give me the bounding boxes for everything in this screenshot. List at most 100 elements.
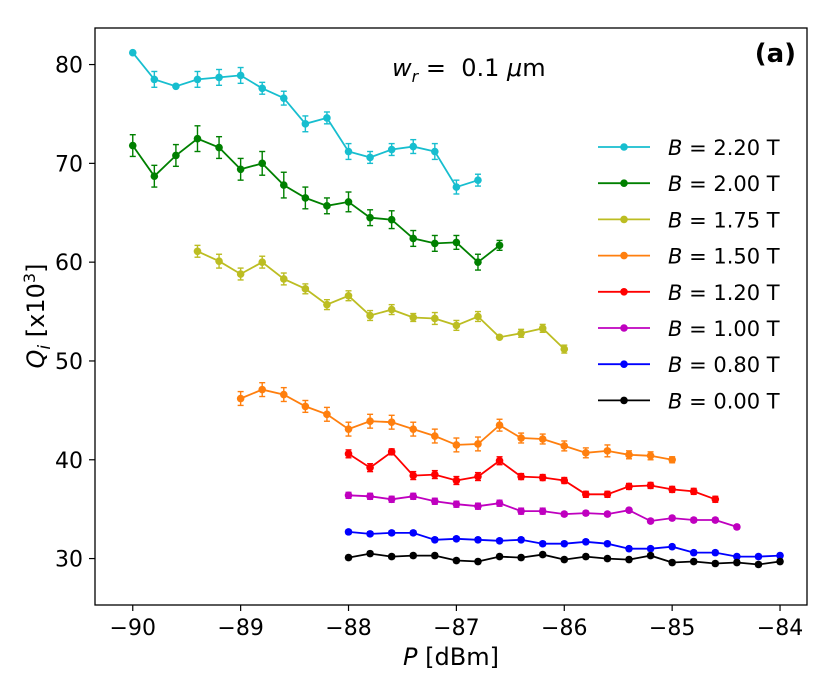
series-3 bbox=[236, 381, 676, 464]
width-annotation: wr = 0.1 μm bbox=[392, 54, 546, 86]
data-point bbox=[538, 539, 547, 548]
legend-entry: B = 1.50 T bbox=[598, 245, 780, 269]
data-point bbox=[625, 555, 633, 564]
legend-entry: B = 1.20 T bbox=[598, 281, 780, 305]
data-point bbox=[495, 421, 504, 429]
data-point bbox=[387, 552, 396, 561]
series-2 bbox=[193, 244, 569, 354]
data-point bbox=[646, 452, 655, 460]
data-point bbox=[409, 551, 418, 560]
data-point bbox=[474, 557, 482, 566]
data-point bbox=[689, 487, 698, 496]
y-tick-label: 80 bbox=[55, 54, 83, 79]
data-point bbox=[344, 147, 353, 156]
data-point bbox=[625, 482, 633, 491]
legend-entry: B = 2.20 T bbox=[598, 136, 780, 160]
data-point bbox=[323, 300, 331, 309]
data-point bbox=[603, 554, 612, 563]
series-line bbox=[348, 450, 716, 501]
legend-swatch-marker bbox=[620, 324, 628, 332]
series-5 bbox=[344, 491, 741, 531]
data-point bbox=[301, 402, 310, 411]
legend-label: B = 0.00 T bbox=[668, 389, 780, 413]
data-point bbox=[733, 523, 741, 531]
data-point bbox=[495, 241, 504, 250]
legend-label: B = 2.00 T bbox=[668, 172, 780, 196]
data-point bbox=[711, 495, 720, 504]
series-0 bbox=[128, 48, 482, 195]
data-point bbox=[215, 73, 223, 82]
data-point bbox=[409, 425, 418, 433]
legend-label: B = 1.50 T bbox=[668, 245, 780, 269]
data-point bbox=[215, 257, 223, 265]
data-point bbox=[409, 471, 418, 480]
data-point bbox=[668, 542, 676, 551]
legend-label: B = 1.00 T bbox=[668, 317, 780, 341]
data-point bbox=[431, 239, 439, 248]
data-point bbox=[172, 82, 180, 91]
data-point bbox=[538, 435, 547, 443]
y-tick-label: 30 bbox=[55, 548, 83, 573]
data-point bbox=[409, 313, 418, 322]
x-axis-ticks: −90 −89 −88 −87 −86 −85 −84 bbox=[110, 605, 803, 641]
data-point bbox=[301, 285, 310, 293]
data-point bbox=[344, 553, 353, 562]
data-point bbox=[668, 514, 676, 522]
legend-swatch-marker bbox=[620, 360, 628, 369]
data-point bbox=[754, 560, 763, 569]
legend-entry: B = 0.00 T bbox=[598, 389, 780, 413]
series-layer bbox=[128, 48, 784, 569]
data-point bbox=[474, 440, 482, 448]
data-point bbox=[711, 516, 720, 524]
data-point bbox=[387, 529, 396, 537]
data-point bbox=[452, 183, 461, 191]
data-point bbox=[495, 552, 504, 561]
data-point bbox=[215, 143, 223, 152]
series-6 bbox=[344, 528, 784, 561]
data-point bbox=[646, 551, 655, 560]
data-point bbox=[452, 321, 461, 330]
data-point bbox=[538, 473, 547, 482]
data-point bbox=[193, 75, 202, 84]
data-point bbox=[582, 537, 590, 546]
data-point bbox=[366, 417, 374, 426]
data-point bbox=[193, 247, 202, 256]
data-point bbox=[625, 451, 633, 459]
data-point bbox=[236, 165, 245, 174]
data-point bbox=[560, 539, 569, 548]
data-point bbox=[538, 507, 547, 515]
legend-entry: B = 1.00 T bbox=[598, 317, 780, 341]
data-point bbox=[387, 305, 396, 314]
data-point bbox=[236, 394, 245, 403]
data-point bbox=[431, 535, 439, 544]
data-point bbox=[517, 553, 525, 562]
data-point bbox=[560, 345, 569, 353]
data-point bbox=[344, 198, 353, 206]
data-point bbox=[344, 425, 353, 433]
data-point bbox=[668, 558, 676, 567]
data-point bbox=[603, 510, 612, 518]
data-point bbox=[431, 551, 439, 560]
data-point bbox=[495, 536, 504, 545]
data-point bbox=[387, 215, 396, 224]
data-point bbox=[236, 71, 245, 80]
data-point bbox=[387, 448, 396, 456]
data-point bbox=[366, 213, 374, 222]
data-point bbox=[128, 48, 137, 57]
series-1 bbox=[128, 125, 504, 271]
data-point bbox=[279, 390, 288, 399]
data-point bbox=[452, 556, 461, 565]
data-point bbox=[366, 530, 374, 538]
data-point bbox=[560, 442, 569, 450]
data-point bbox=[582, 490, 590, 499]
legend-swatch-marker bbox=[620, 215, 628, 224]
data-point bbox=[301, 194, 310, 202]
data-point bbox=[279, 275, 288, 283]
data-point bbox=[128, 141, 137, 150]
data-point bbox=[517, 507, 525, 515]
data-point bbox=[172, 151, 180, 160]
data-point bbox=[474, 312, 482, 321]
data-point bbox=[258, 84, 267, 93]
data-point bbox=[603, 539, 612, 548]
